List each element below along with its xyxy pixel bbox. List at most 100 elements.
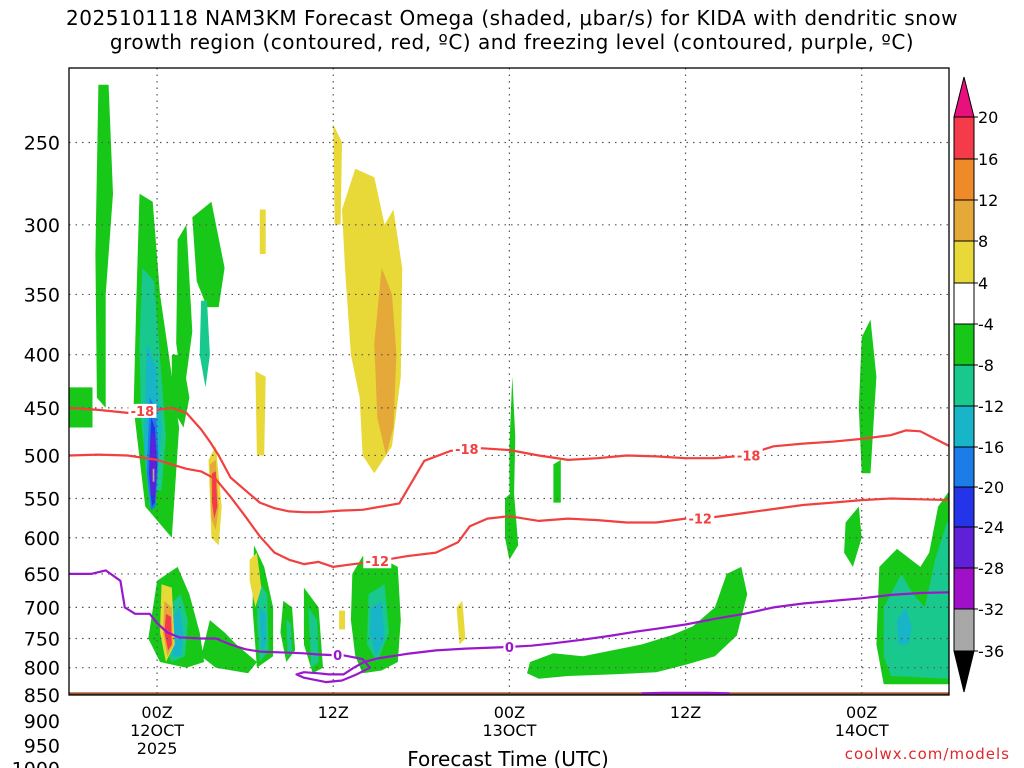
below-ground-area [69, 692, 949, 695]
colorbar-bin [953, 567, 975, 610]
red-contour-line [69, 406, 949, 514]
colorbar-label: -24 [978, 518, 1004, 537]
y-tick-label: 600 [24, 528, 60, 550]
omega-region [369, 600, 385, 657]
omega-region [527, 566, 748, 679]
y-tick-label: 450 [24, 398, 60, 420]
contour-label-bg [363, 554, 392, 569]
omega-region [844, 506, 862, 567]
omega-region [308, 607, 319, 668]
y-tick-label: 700 [24, 597, 60, 619]
contour-label: -18 [455, 443, 479, 458]
ground-fill [69, 692, 949, 695]
x-tick-label: 13OCT [482, 721, 536, 740]
plot-frame [68, 67, 950, 696]
omega-region [286, 620, 293, 657]
colorbar-label: 8 [978, 232, 988, 251]
omega-region [553, 459, 561, 503]
colorbar-label: 16 [978, 150, 998, 169]
omega-region [95, 84, 113, 408]
colorbar-bin [953, 526, 975, 569]
colorbar-bin [953, 240, 975, 284]
colorbar-label: -36 [978, 642, 1004, 661]
y-axis: 250 300 350 400 450 500 550 600 650 700 750 800 850 9… [12, 133, 60, 768]
contour-label: -12 [366, 555, 390, 570]
colorbar-label: -32 [978, 600, 1004, 619]
contour-label: 0 [333, 649, 342, 664]
colorbar-label: 20 [978, 108, 998, 127]
contour-label: 0 [505, 641, 514, 656]
site-credit: coolwx.com/models [844, 745, 1010, 763]
x-tick-label: 14OCT [835, 721, 889, 740]
y-tick-label: 350 [24, 284, 60, 306]
x-tick-label: 12OCT [130, 721, 184, 740]
omega-region [201, 620, 257, 674]
colorbar-label: -8 [978, 356, 994, 375]
y-tick-label: 650 [24, 564, 60, 586]
grid-lines [69, 68, 949, 695]
x-tick-label: 2025 [137, 739, 178, 758]
colorbar-bin [953, 405, 975, 448]
temperature-contours: -18 -18 -18 -12 -12 0 0 [69, 403, 949, 695]
omega-region [897, 607, 912, 645]
purple-contour-line [69, 569, 949, 684]
contour-label: -18 [131, 405, 155, 420]
colorbar-bin [953, 446, 975, 488]
colorbar-label: -28 [978, 559, 1004, 578]
omega-shading [69, 84, 949, 685]
chart-title: 2025101118 NAM3KM Forecast Omega (shaded… [0, 6, 1024, 54]
x-tick-label: 00Z [494, 703, 525, 722]
colorbar-label: -12 [978, 397, 1004, 416]
omega-region [152, 468, 155, 482]
x-tick-label: 12Z [670, 703, 701, 722]
colorbar-label: -20 [978, 478, 1004, 497]
red-contour-line [69, 453, 949, 568]
y-tick-label: 300 [24, 215, 60, 237]
y-tick-label: 500 [24, 445, 60, 467]
omega-region [374, 267, 397, 456]
omega-region [333, 124, 342, 225]
contour-label-bg [503, 639, 516, 654]
colorbar-label: 4 [978, 274, 988, 293]
y-tick-label: 550 [24, 488, 60, 510]
omega-region [249, 552, 262, 608]
omega-region [212, 471, 218, 519]
colorbar-bin [953, 282, 975, 325]
omega-region [192, 201, 225, 308]
colorbar-bin [953, 323, 975, 366]
omega-region [505, 490, 519, 560]
contour-label: -12 [688, 513, 712, 528]
x-tick-label: 00Z [141, 703, 172, 722]
y-tick-label: 1000 [12, 758, 60, 768]
colorbar-label: -4 [978, 315, 994, 334]
x-tick-label: 12Z [318, 703, 349, 722]
omega-region [883, 522, 949, 679]
chart-title-line2: growth region (contoured, red, ºC) and f… [109, 30, 915, 54]
y-tick-label: 850 [24, 685, 60, 707]
y-tick-label: 400 [24, 345, 60, 367]
colorbar-top-triangle [953, 76, 975, 118]
contour-label-bg [128, 403, 157, 418]
colorbar-bin [953, 199, 975, 242]
colorbar-bin [953, 364, 975, 407]
contour-label-bg [452, 442, 481, 457]
omega-region [509, 376, 516, 507]
y-tick-label: 950 [24, 735, 60, 757]
colorbar-label: -16 [978, 438, 1004, 457]
purple_small-contour-line [641, 691, 730, 695]
x-axis-label: Forecast Time (UTC) [407, 747, 609, 768]
omega-region [259, 607, 266, 651]
omega-region [199, 300, 210, 388]
colorbar-label: 12 [978, 191, 998, 210]
omega-region [339, 610, 345, 630]
omega-region [259, 209, 266, 254]
x-tick-label: 00Z [846, 703, 877, 722]
colorbar-bottom-triangle [953, 650, 975, 693]
y-tick-label: 250 [24, 133, 60, 155]
omega-region [149, 432, 157, 499]
colorbar-bin [953, 116, 975, 160]
contour-label-bg [686, 511, 715, 526]
omega-region [69, 387, 93, 428]
